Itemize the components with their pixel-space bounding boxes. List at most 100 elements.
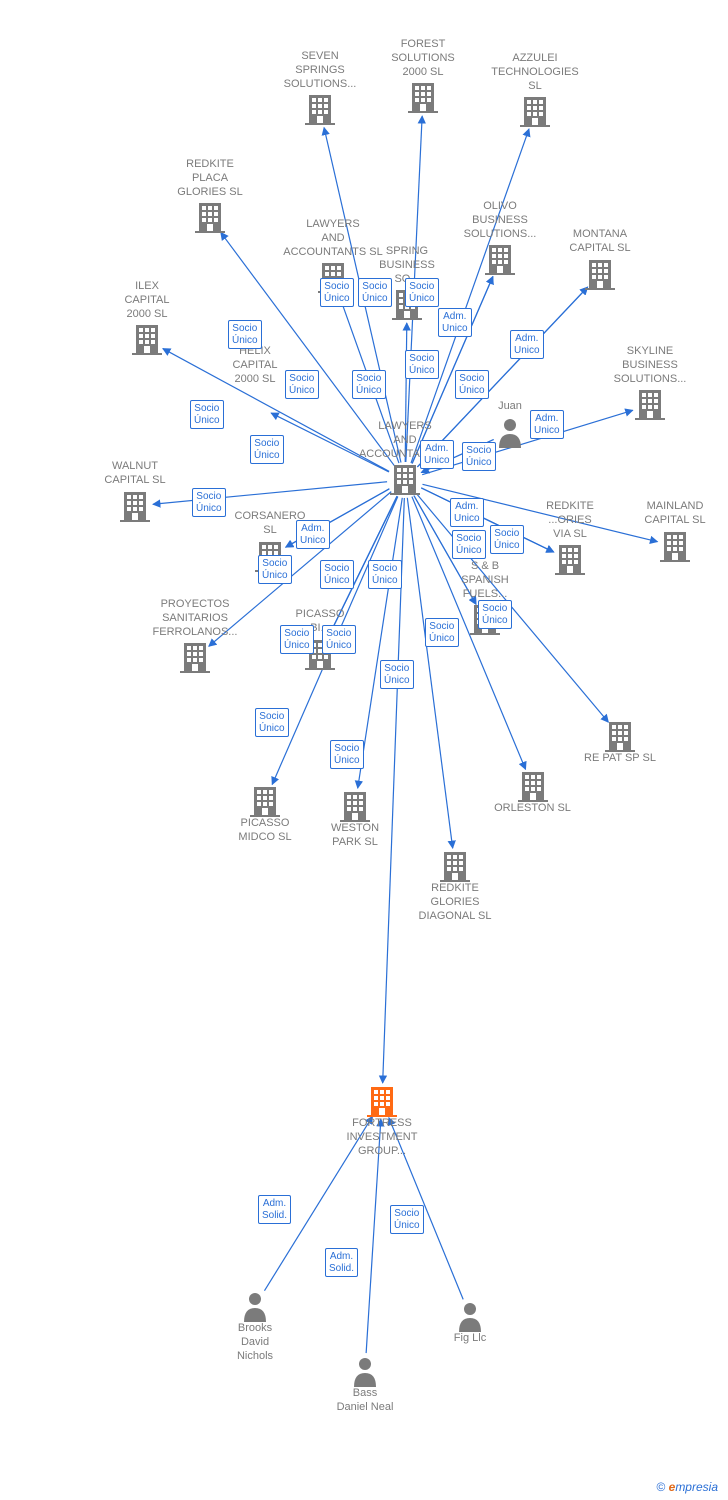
node-re_pat[interactable]: RE PAT SP SL (575, 720, 665, 768)
node-montana[interactable]: MONTANA CAPITAL SL (555, 228, 645, 290)
building-icon-wrap (112, 323, 182, 355)
person-icon (455, 1300, 485, 1332)
person-icon-wrap (435, 1300, 505, 1332)
node-ilex[interactable]: ILEX CAPITAL 2000 SL (112, 280, 182, 355)
edge-label: Socio Único (452, 530, 486, 559)
building-icon-wrap (485, 770, 580, 802)
node-label: RE PAT SP SL (575, 752, 665, 766)
building-icon-wrap (485, 95, 585, 127)
node-helix[interactable]: HELIX CAPITAL 2000 SL (215, 345, 295, 388)
building-icon (518, 770, 548, 802)
node-label: MAINLAND CAPITAL SL (630, 500, 720, 528)
edge-label: Socio Único (330, 740, 364, 769)
building-icon-wrap (600, 388, 700, 420)
edge-label: Socio Único (192, 488, 226, 517)
person-icon (350, 1355, 380, 1387)
building-icon (132, 323, 162, 355)
person-icon-wrap (220, 1290, 290, 1322)
edge-label: Socio Único (478, 600, 512, 629)
node-label: REDKITE GLORIES DIAGONAL SL (405, 882, 505, 923)
node-label: AZZULEI TECHNOLOGIES SL (485, 52, 585, 93)
edge-label: Socio Único (255, 708, 289, 737)
edge-label: Socio Único (228, 320, 262, 349)
node-label: ILEX CAPITAL 2000 SL (112, 280, 182, 321)
node-bass[interactable]: Bass Daniel Neal (320, 1355, 410, 1417)
building-icon (408, 81, 438, 113)
person-icon (495, 416, 525, 448)
building-icon-wrap (405, 850, 505, 882)
edge-label: Socio Único (320, 278, 354, 307)
node-label: WALNUT CAPITAL SL (95, 460, 175, 488)
node-orleston[interactable]: ORLESTON SL (485, 770, 580, 818)
node-label: Brooks David Nichols (220, 1322, 290, 1363)
node-label: Bass Daniel Neal (320, 1387, 410, 1415)
node-label: REDKITE PLACA GLORIES SL (165, 158, 255, 199)
node-skyline[interactable]: SKYLINE BUSINESS SOLUTIONS... (600, 345, 700, 420)
edge-label: Socio Único (250, 435, 284, 464)
node-label: PICASSO MIDCO SL (225, 817, 305, 845)
edge-label: Socio Único (405, 278, 439, 307)
node-picasso_midco[interactable]: PICASSO MIDCO SL (225, 785, 305, 847)
edge-label: Socio Único (358, 278, 392, 307)
node-label: SKYLINE BUSINESS SOLUTIONS... (600, 345, 700, 386)
edge-label: Socio Único (190, 400, 224, 429)
building-icon (605, 720, 635, 752)
building-icon-wrap (165, 201, 255, 233)
building-icon (635, 388, 665, 420)
building-icon (440, 850, 470, 882)
building-icon (120, 490, 150, 522)
edge-label: Socio Único (425, 618, 459, 647)
node-label: MONTANA CAPITAL SL (555, 228, 645, 256)
node-label: PROYECTOS SANITARIOS FERROLANOS... (140, 598, 250, 639)
edge-label: Socio Único (322, 625, 356, 654)
building-icon-wrap (140, 641, 250, 673)
node-label: FOREST SOLUTIONS 2000 SL (378, 38, 468, 79)
node-olivo[interactable]: OLIVO BUSINESS SOLUTIONS... (455, 200, 545, 275)
building-icon (195, 201, 225, 233)
building-icon (250, 785, 280, 817)
building-icon-wrap (95, 490, 175, 522)
edge-label: Adm. Unico (296, 520, 330, 549)
edge-label: Socio Único (390, 1205, 424, 1234)
brand-rest: mpresia (675, 1480, 718, 1494)
node-redkite_via[interactable]: REDKITE ...ORIES VIA SL (530, 500, 610, 575)
building-icon-wrap (332, 1085, 432, 1117)
node-forest[interactable]: FOREST SOLUTIONS 2000 SL (378, 38, 468, 113)
edge-label: Adm. Unico (530, 410, 564, 439)
node-label: HELIX CAPITAL 2000 SL (215, 345, 295, 386)
node-seven_springs[interactable]: SEVEN SPRINGS SOLUTIONS... (275, 50, 365, 125)
node-brooks[interactable]: Brooks David Nichols (220, 1290, 290, 1365)
building-icon-wrap (630, 530, 720, 562)
node-fortress[interactable]: FORTRESS INVESTMENT GROUP... (332, 1085, 432, 1160)
node-weston[interactable]: WESTON PARK SL (320, 790, 390, 852)
building-icon-wrap (320, 790, 390, 822)
edge-label: Adm. Unico (420, 440, 454, 469)
copyright: © empresia (656, 1480, 718, 1494)
edge-label: Socio Único (285, 370, 319, 399)
node-azzulei[interactable]: AZZULEI TECHNOLOGIES SL (485, 52, 585, 127)
edge-label: Adm. Solid. (258, 1195, 291, 1224)
node-label: SEVEN SPRINGS SOLUTIONS... (275, 50, 365, 91)
node-label: OLIVO BUSINESS SOLUTIONS... (455, 200, 545, 241)
edge-label: Socio Único (352, 370, 386, 399)
building-icon (485, 243, 515, 275)
node-walnut[interactable]: WALNUT CAPITAL SL (95, 460, 175, 522)
node-mainland[interactable]: MAINLAND CAPITAL SL (630, 500, 720, 562)
building-icon-wrap (530, 543, 610, 575)
building-icon (660, 530, 690, 562)
building-icon-wrap (378, 81, 468, 113)
building-icon-wrap (275, 93, 365, 125)
node-redkite_placa[interactable]: REDKITE PLACA GLORIES SL (165, 158, 255, 233)
edge-label: Socio Único (280, 625, 314, 654)
node-label: WESTON PARK SL (320, 822, 390, 850)
node-figllc[interactable]: Fig Llc (435, 1300, 505, 1348)
edge-label: Socio Único (380, 660, 414, 689)
building-icon (367, 1085, 397, 1117)
edge-label: Socio Único (258, 555, 292, 584)
building-icon-wrap (455, 243, 545, 275)
building-icon (520, 95, 550, 127)
node-proyectos[interactable]: PROYECTOS SANITARIOS FERROLANOS... (140, 598, 250, 673)
edge-label: Adm. Solid. (325, 1248, 358, 1277)
node-redkite_diag[interactable]: REDKITE GLORIES DIAGONAL SL (405, 850, 505, 925)
node-label: REDKITE ...ORIES VIA SL (530, 500, 610, 541)
